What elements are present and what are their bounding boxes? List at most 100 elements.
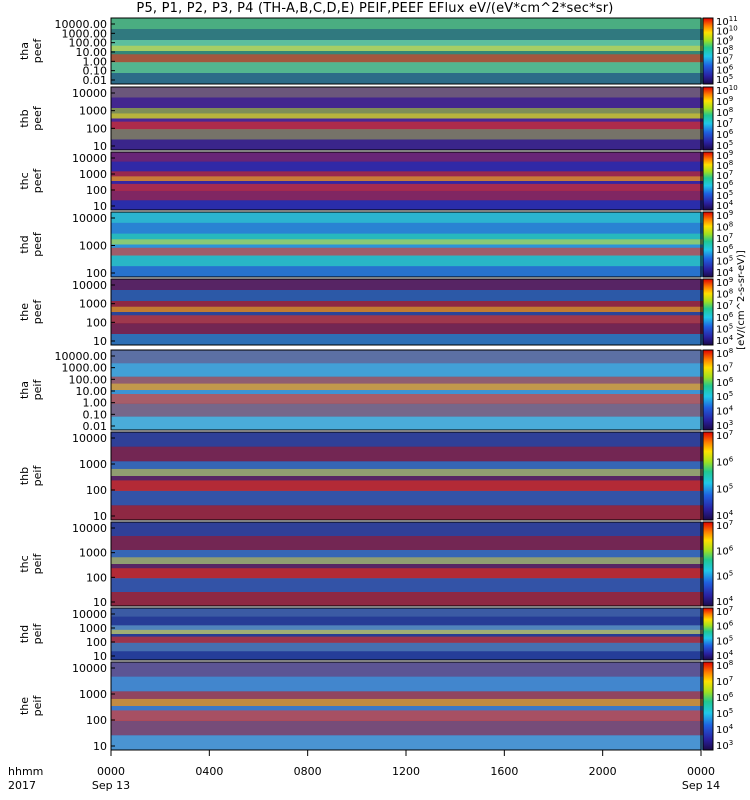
colorbar-tick-label: 1010 [716,84,738,97]
y-label-probe: the [18,303,31,321]
y-tick-label: 10000 [72,522,107,535]
colorbar-tick-label: 105 [716,634,733,647]
colorbar-tick-label: 105 [716,73,733,86]
colorbar [702,521,714,607]
y-tick-label: 10000 [72,662,107,675]
colorbar-tick-label: 104 [716,266,734,279]
spectrogram-band [111,323,713,334]
colorbar [702,607,714,661]
spectrogram-area [111,432,713,520]
y-tick-label: 10 [93,200,107,213]
plot-frame [110,349,702,431]
x-tick-date-label: Sep 13 [92,779,130,792]
x-tick-label: 1600 [490,765,518,778]
y-axis-label: thbpeif [18,465,44,487]
spectrogram-area [111,152,713,210]
spectrogram-band [111,578,713,592]
y-tick-label: 1000 [79,240,107,253]
y-axis-label: thepeif [18,695,44,717]
colorbar-tick-label: 108 [716,288,733,301]
colorbar [702,211,714,278]
x-tick-label: 0000 [97,765,125,778]
spectrogram-band [111,550,713,564]
colorbar-tick-label: 105 [716,139,733,152]
plot-frame [110,211,702,278]
y-tick-label: 1000.00 [62,362,108,375]
y-axis-label: thcpeef [18,168,44,194]
spectrogram-peak-band [111,480,713,491]
y-label-quantity: peif [31,695,44,717]
y-label-probe: thb [18,109,31,127]
panel-thb-peif: thbpeif 10000 1000 100 10 107 106 105 104 [18,429,734,523]
plot-frame [110,86,702,151]
spectrogram-secondary-band [111,45,713,51]
colorbar-tick-label: 106 [716,179,734,192]
colorbar-tick-label: 105 [716,322,733,335]
colorbar-tick-label: 107 [716,361,733,374]
colorbar-tick-label: 104 [716,649,734,662]
colorbar-tick-label: 103 [716,739,733,752]
panel-thc-peif: thcpeif 10000 1000 100 10 107 106 105 104 [18,519,734,609]
y-tick-label: 100 [86,184,107,197]
spectrogram-area [111,522,713,606]
spectrogram-band [111,691,713,706]
y-tick-label: 1000 [79,298,107,311]
y-tick-label: 10000 [72,279,107,292]
spectrogram-band [111,735,713,750]
colorbar-tick-label: 107 [716,605,733,618]
colorbar-tick-label: 108 [716,659,733,672]
y-tick-label: 100 [86,267,107,280]
y-tick-label: 10 [93,140,107,153]
y-label-probe: tha [18,381,31,399]
spectrogram-peak-band [111,247,713,256]
spectrogram-band [111,461,713,476]
y-tick-label: 1.00 [83,55,108,68]
spectrogram-band [111,139,713,150]
spectrogram-band [111,592,713,606]
colorbar-tick-label: 107 [716,519,733,532]
x-axis-time-label: hhmm [8,765,43,778]
y-tick-label: 10.00 [76,46,108,59]
colorbar-tick-label: 107 [716,675,733,688]
colorbar-tick-label: 107 [716,299,733,312]
spectrogram-band [111,279,713,290]
spectrogram-band [111,662,713,677]
spectrogram-band [111,290,713,301]
colorbar [702,86,714,151]
x-tick-label: 0800 [294,765,322,778]
colorbar-tick-label: 105 [716,482,733,495]
spectrogram-band [111,490,713,506]
y-tick-label: 10000.00 [55,18,108,31]
spectrogram-band [111,676,713,692]
spectrogram-band [111,171,713,181]
y-tick-label: 10000 [72,608,107,621]
y-tick-label: 10 [93,596,107,609]
spectrogram-band [111,129,713,140]
y-label-probe: thd [18,235,31,253]
y-tick-label: 1000 [79,547,107,560]
y-tick-label: 100 [86,571,107,584]
x-tick-label: 1200 [392,765,420,778]
colorbar-tick-label: 109 [716,34,733,47]
colorbar-tick-label: 106 [716,243,734,256]
y-tick-label: 100.00 [69,37,108,50]
colorbar-tick-label: 103 [716,419,733,432]
colorbar [702,349,714,431]
colorbar-tick-label: 105 [716,570,733,583]
colorbar-tick-label: 104 [716,405,734,418]
colorbar-tick-label: 1011 [716,15,738,28]
colorbar-tick-label: 109 [716,276,733,289]
colorbar-tick-label: 105 [716,255,733,268]
y-tick-label: 10000 [72,87,107,100]
spectrogram-peak-band [111,710,713,721]
spectrogram-band [111,446,713,462]
y-tick-label: 1000 [79,688,107,701]
spectrogram-band [111,233,713,245]
spectrogram-band [111,212,713,223]
spectrogram-band [111,18,713,29]
colorbar-tick-label: 107 [716,232,733,245]
